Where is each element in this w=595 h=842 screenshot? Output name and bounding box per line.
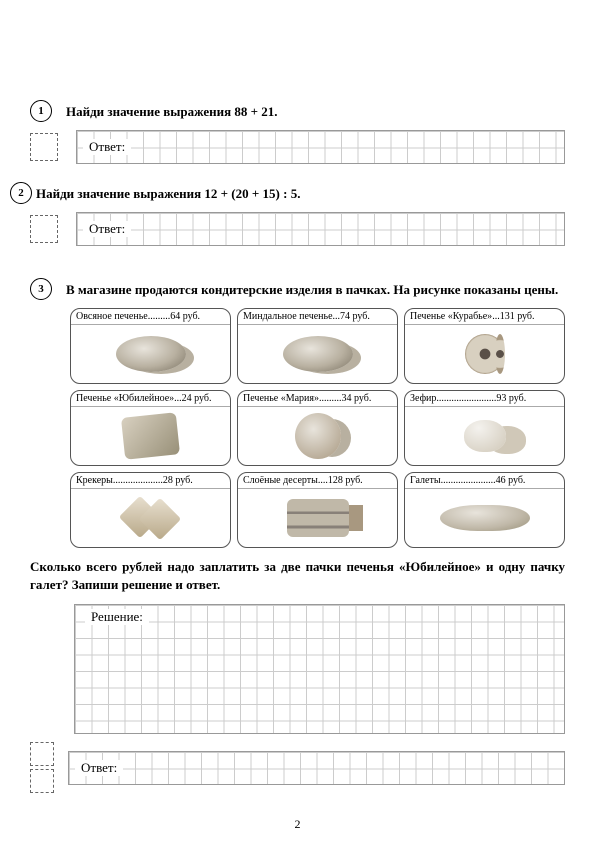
answer-label: Ответ: [83,221,131,237]
task-3: 3 В магазине продаются кондитерские изде… [30,278,565,300]
answer-label: Ответ: [83,139,131,155]
solution-block: Решение: [30,604,565,734]
product-image [238,325,397,383]
task-2: 2 Найди значение выражения 12 + (20 + 15… [10,182,565,204]
score-box [30,769,54,793]
product-grid: Овсяное печенье.........64 руб. Миндальн… [70,308,565,548]
answer-grid[interactable]: Ответ: [76,212,565,246]
solution-label: Решение: [85,609,149,625]
product-card: Крекеры....................28 руб. [70,472,231,548]
product-label: Печенье «Юбилейное»...24 руб. [71,391,230,407]
task-3-answer-row: Ответ: [30,742,565,793]
product-image [238,407,397,465]
product-card: Галеты......................46 руб. [404,472,565,548]
task-1-answer-row: Ответ: [30,130,565,164]
task-number-badge: 3 [30,278,52,300]
product-image [405,407,564,465]
task-number-badge: 1 [30,100,52,122]
product-image [71,407,230,465]
task-1: 1 Найди значение выражения 88 + 21. [30,100,565,122]
task-1-text: Найди значение выражения 88 + 21. [66,100,278,121]
product-label: Овсяное печенье.........64 руб. [71,309,230,325]
product-label: Миндальное печенье...74 руб. [238,309,397,325]
product-label: Печенье «Мария».........34 руб. [238,391,397,407]
product-image [405,325,564,383]
answer-label: Ответ: [75,760,123,776]
product-card: Миндальное печенье...74 руб. [237,308,398,384]
answer-grid[interactable]: Ответ: [76,130,565,164]
product-label: Печенье «Курабье»...131 руб. [405,309,564,325]
product-label: Зефир........................93 руб. [405,391,564,407]
score-box [30,742,54,766]
product-image [71,489,230,547]
product-card: Зефир........................93 руб. [404,390,565,466]
answer-grid[interactable]: Ответ: [68,751,565,785]
product-card: Печенье «Юбилейное»...24 руб. [70,390,231,466]
task-3-text: В магазине продаются кондитерские издели… [66,278,558,299]
task-2-answer-row: Ответ: [30,212,565,246]
score-box [30,215,58,243]
task-number-badge: 2 [10,182,32,204]
product-label: Слоёные десерты....128 руб. [238,473,397,489]
task-3-followup: Сколько всего рублей надо заплатить за д… [30,558,565,594]
score-box [30,133,58,161]
product-card: Овсяное печенье.........64 руб. [70,308,231,384]
product-image [405,489,564,547]
page-number: 2 [295,817,301,832]
product-card: Печенье «Мария».........34 руб. [237,390,398,466]
product-image [238,489,397,547]
product-label: Галеты......................46 руб. [405,473,564,489]
product-card: Печенье «Курабье»...131 руб. [404,308,565,384]
product-label: Крекеры....................28 руб. [71,473,230,489]
score-box-stack [30,742,54,793]
product-card: Слоёные десерты....128 руб. [237,472,398,548]
product-image [71,325,230,383]
solution-grid[interactable]: Решение: [74,604,565,734]
task-2-text: Найди значение выражения 12 + (20 + 15) … [36,182,300,203]
